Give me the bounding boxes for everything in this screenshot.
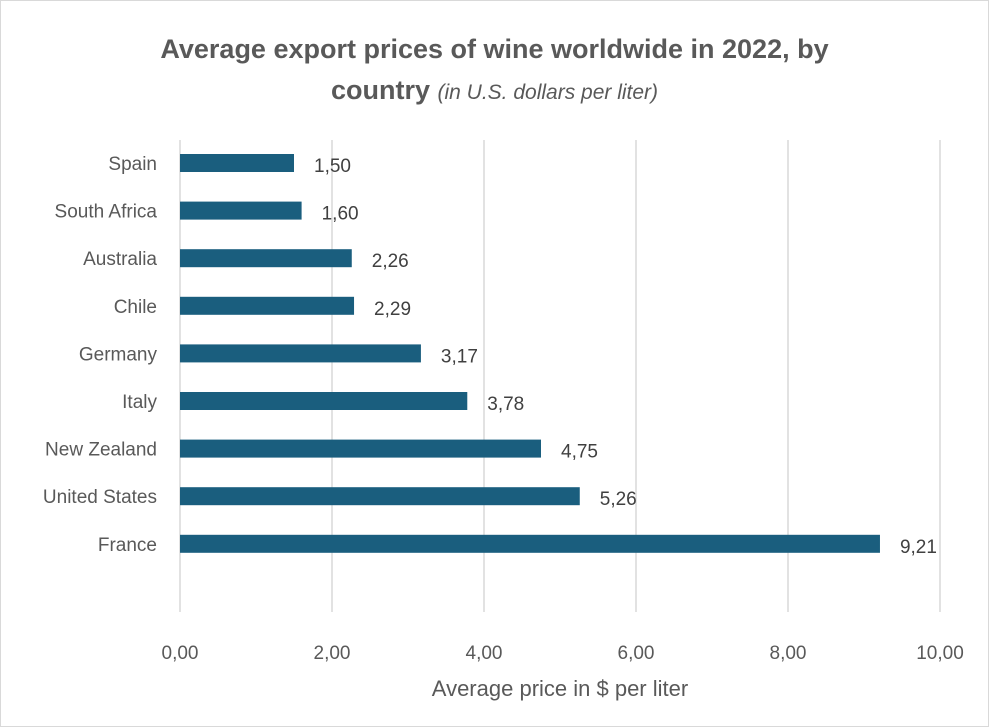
bar: [180, 344, 421, 363]
category-label: France: [98, 535, 157, 556]
category-label: South Africa: [55, 202, 158, 223]
data-label: 3,17: [441, 346, 478, 367]
category-label: Italy: [122, 392, 157, 413]
bar: [180, 439, 541, 458]
data-label: 3,78: [487, 394, 524, 415]
chart-title-line2: country (in U.S. dollars per liter): [0, 75, 989, 106]
bar: [180, 487, 580, 506]
x-tick-label: 8,00: [770, 643, 807, 664]
bar: [180, 392, 468, 410]
bar: [180, 534, 880, 553]
chart-subtitle: (in U.S. dollars per liter): [437, 81, 659, 104]
x-tick-label: 4,00: [466, 643, 503, 664]
data-label: 2,29: [374, 299, 411, 320]
category-label: Germany: [79, 344, 158, 365]
category-label: New Zealand: [45, 440, 157, 461]
category-label: Spain: [108, 154, 157, 175]
x-tick-label: 2,00: [314, 643, 351, 664]
x-tick-label: 0,00: [162, 643, 199, 664]
data-label: 5,26: [600, 489, 637, 510]
chart-title-country: country: [330, 75, 430, 105]
bar: [180, 296, 355, 315]
category-label: Australia: [83, 249, 157, 270]
bar: [180, 201, 302, 220]
data-label: 2,26: [372, 251, 409, 272]
x-axis-title: Average price in $ per liter: [432, 676, 688, 701]
data-label: 4,75: [561, 442, 598, 463]
data-label: 9,21: [900, 537, 937, 558]
data-label: 1,60: [322, 204, 359, 225]
chart-title: Average export prices of wine worldwide …: [160, 34, 829, 64]
category-label: Chile: [114, 297, 157, 318]
x-tick-label: 10,00: [916, 643, 964, 664]
bar: [180, 154, 294, 172]
bar: [180, 249, 352, 268]
x-tick-label: 6,00: [618, 643, 655, 664]
data-label: 1,50: [314, 156, 351, 177]
category-label: United States: [43, 487, 157, 508]
